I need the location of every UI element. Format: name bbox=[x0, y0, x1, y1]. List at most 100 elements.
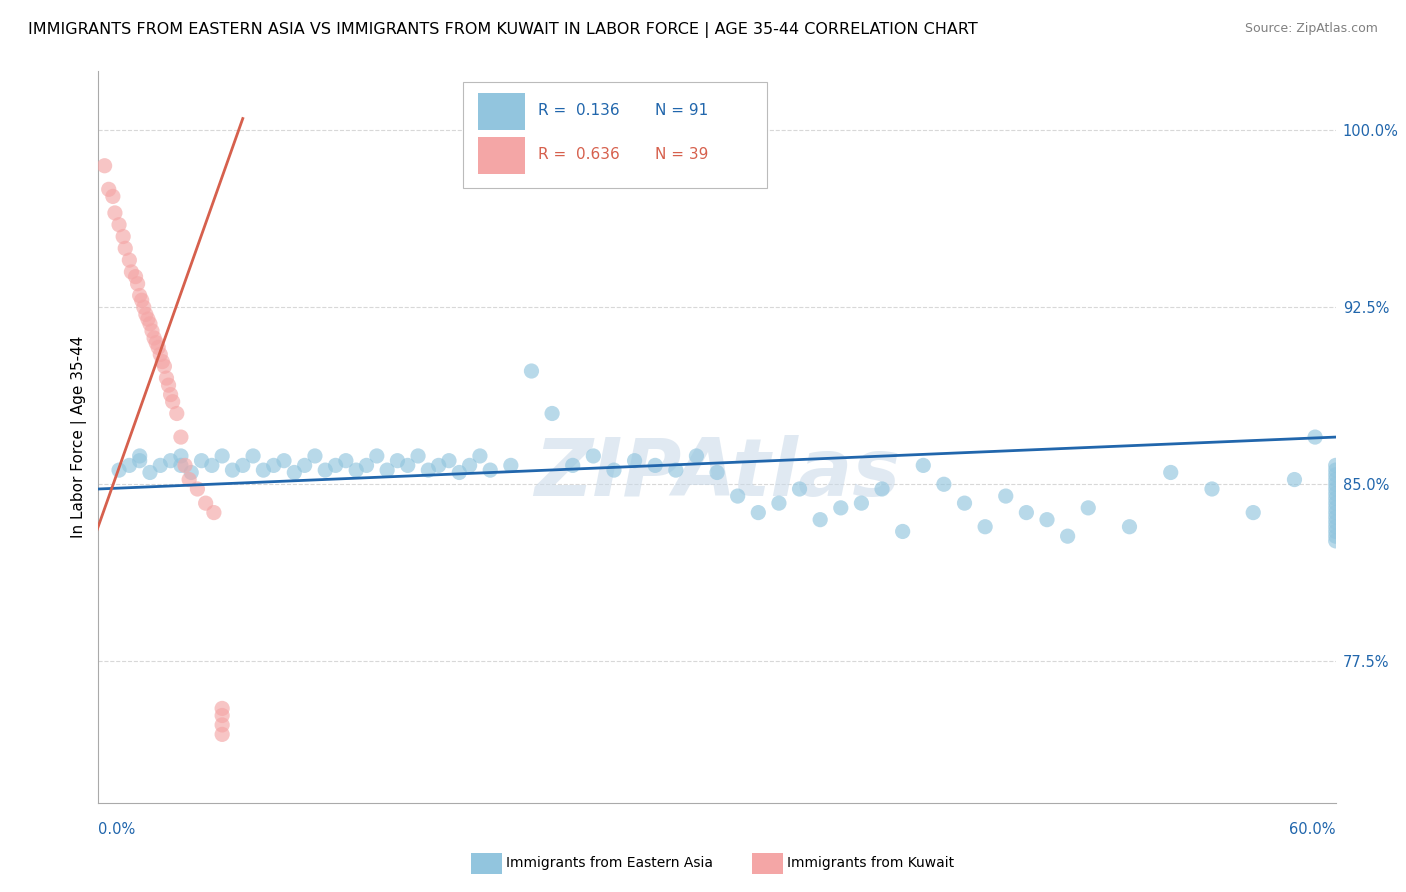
Point bbox=[1324, 520, 1347, 534]
Point bbox=[211, 718, 233, 732]
Point bbox=[356, 458, 378, 473]
Point bbox=[211, 708, 233, 723]
Text: R =  0.136: R = 0.136 bbox=[537, 103, 619, 118]
Point bbox=[314, 463, 336, 477]
Point bbox=[252, 463, 274, 477]
Point bbox=[162, 394, 184, 409]
Point bbox=[194, 496, 217, 510]
Point bbox=[325, 458, 347, 473]
Point bbox=[891, 524, 914, 539]
Point bbox=[603, 463, 626, 477]
Point bbox=[366, 449, 388, 463]
Point bbox=[685, 449, 707, 463]
Point bbox=[1324, 463, 1347, 477]
Point bbox=[108, 463, 131, 477]
Point bbox=[994, 489, 1017, 503]
Point bbox=[582, 449, 605, 463]
Point bbox=[912, 458, 935, 473]
Point bbox=[149, 458, 172, 473]
Text: R =  0.636: R = 0.636 bbox=[537, 146, 620, 161]
Point bbox=[201, 458, 224, 473]
Point bbox=[387, 453, 409, 467]
Point bbox=[789, 482, 811, 496]
Point bbox=[179, 473, 201, 487]
Point bbox=[174, 458, 197, 473]
Point bbox=[1324, 486, 1347, 500]
Text: IMMIGRANTS FROM EASTERN ASIA VS IMMIGRANTS FROM KUWAIT IN LABOR FORCE | AGE 35-4: IMMIGRANTS FROM EASTERN ASIA VS IMMIGRAN… bbox=[28, 22, 977, 38]
Point bbox=[148, 340, 170, 354]
Point bbox=[437, 453, 460, 467]
Point bbox=[128, 288, 150, 302]
Point bbox=[665, 463, 688, 477]
Point bbox=[93, 159, 115, 173]
Point bbox=[150, 354, 173, 368]
Point bbox=[170, 430, 193, 444]
Text: Immigrants from Eastern Asia: Immigrants from Eastern Asia bbox=[506, 856, 713, 871]
Point bbox=[870, 482, 893, 496]
Point bbox=[974, 520, 997, 534]
Point bbox=[1324, 477, 1347, 491]
Point bbox=[132, 301, 155, 315]
Point bbox=[135, 307, 157, 321]
Text: 0.0%: 0.0% bbox=[98, 822, 135, 837]
Point bbox=[1324, 473, 1347, 487]
Point bbox=[153, 359, 176, 374]
Point bbox=[139, 466, 162, 480]
Point bbox=[344, 463, 367, 477]
Point bbox=[1015, 506, 1038, 520]
Point bbox=[124, 269, 146, 284]
Point bbox=[727, 489, 749, 503]
Point bbox=[159, 453, 181, 467]
Point bbox=[808, 513, 831, 527]
Point bbox=[170, 458, 193, 473]
Point bbox=[114, 241, 136, 255]
Point bbox=[335, 453, 357, 467]
Point bbox=[1201, 482, 1223, 496]
Point bbox=[1241, 506, 1264, 520]
Point bbox=[458, 458, 481, 473]
Point bbox=[283, 466, 305, 480]
Point bbox=[644, 458, 666, 473]
Point bbox=[747, 506, 769, 520]
Point bbox=[304, 449, 326, 463]
Point bbox=[221, 463, 243, 477]
Point bbox=[101, 189, 124, 203]
Point bbox=[128, 453, 150, 467]
Point bbox=[159, 387, 181, 401]
Point bbox=[108, 218, 131, 232]
Point bbox=[1056, 529, 1078, 543]
Point bbox=[418, 463, 440, 477]
FancyBboxPatch shape bbox=[464, 82, 766, 188]
Point bbox=[830, 500, 852, 515]
Point bbox=[242, 449, 264, 463]
Y-axis label: In Labor Force | Age 35-44: In Labor Force | Age 35-44 bbox=[72, 336, 87, 538]
Point bbox=[120, 265, 142, 279]
Point bbox=[406, 449, 429, 463]
Point bbox=[479, 463, 502, 477]
Point bbox=[541, 407, 564, 421]
Point bbox=[211, 449, 233, 463]
Point bbox=[1324, 529, 1347, 543]
Point bbox=[932, 477, 955, 491]
Point bbox=[375, 463, 398, 477]
Point bbox=[128, 449, 150, 463]
Text: Immigrants from Kuwait: Immigrants from Kuwait bbox=[787, 856, 955, 871]
Point bbox=[112, 229, 135, 244]
Point bbox=[1324, 515, 1347, 529]
Point bbox=[273, 453, 295, 467]
Point bbox=[468, 449, 491, 463]
Point bbox=[190, 453, 212, 467]
Point bbox=[561, 458, 583, 473]
Point bbox=[1324, 496, 1347, 510]
Point bbox=[170, 449, 193, 463]
Point bbox=[127, 277, 149, 291]
Point bbox=[1036, 513, 1059, 527]
Point bbox=[396, 458, 419, 473]
Point bbox=[186, 482, 208, 496]
Text: ZIPAtlas: ZIPAtlas bbox=[534, 434, 900, 513]
Point bbox=[202, 506, 225, 520]
Point bbox=[1324, 500, 1347, 515]
Text: N = 39: N = 39 bbox=[655, 146, 709, 161]
Point bbox=[1324, 533, 1347, 548]
Point bbox=[149, 347, 172, 361]
